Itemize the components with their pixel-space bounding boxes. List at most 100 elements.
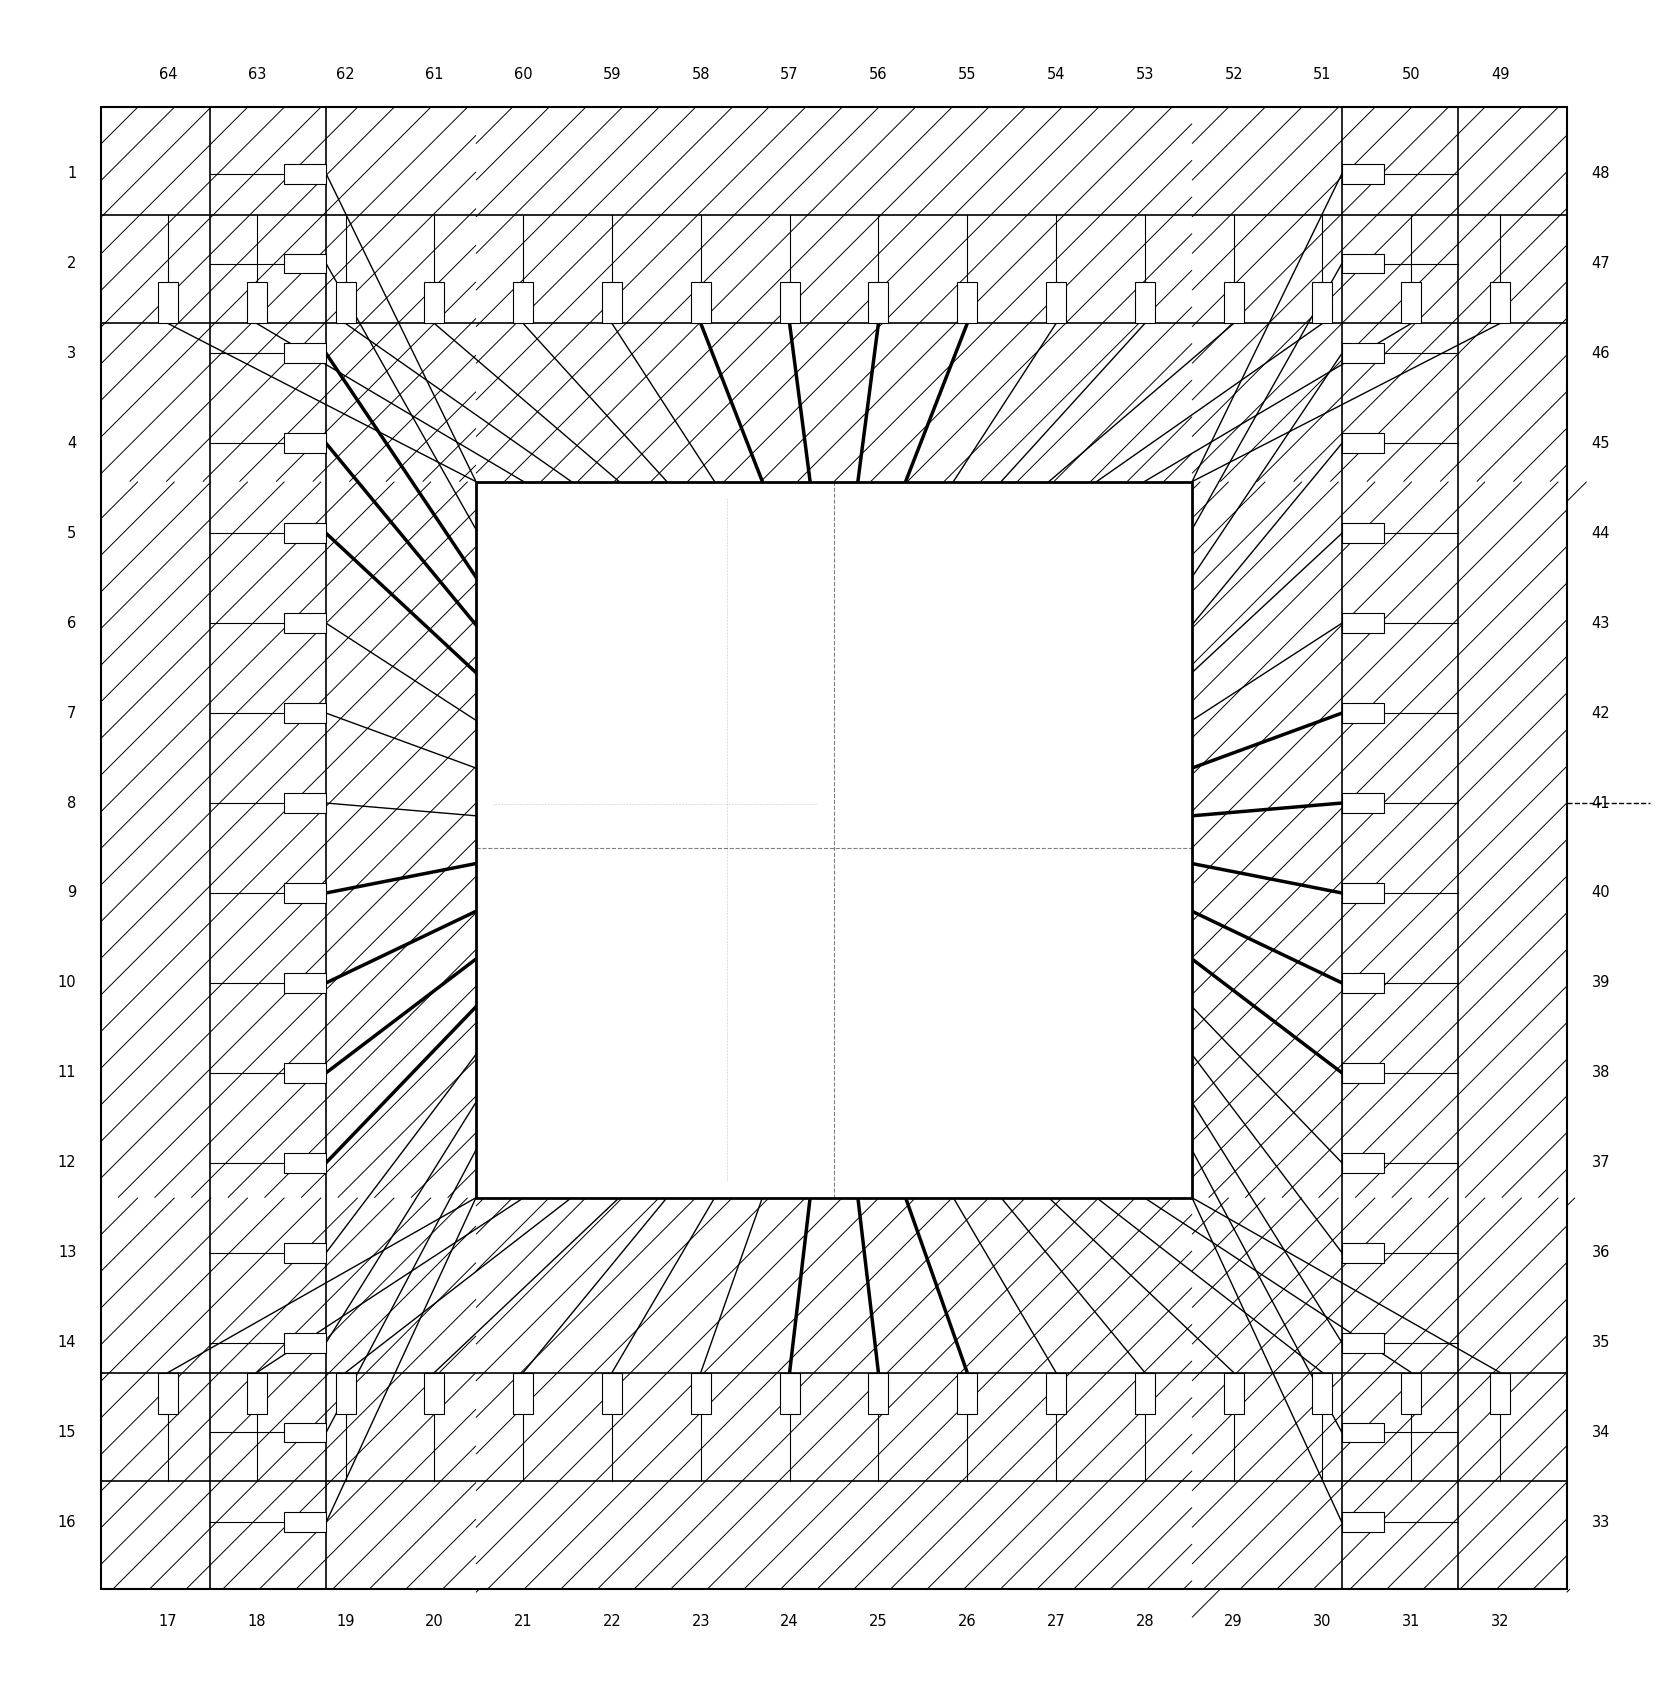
Bar [1341,524,1383,543]
Bar [602,282,622,324]
Text: 44: 44 [1591,526,1610,541]
Text: 7: 7 [67,706,77,721]
Bar [1341,1423,1383,1443]
Text: 50: 50 [1403,68,1421,81]
Bar [1341,794,1383,812]
Text: 55: 55 [957,68,976,81]
Text: 56: 56 [869,68,887,81]
Text: 5: 5 [67,526,77,541]
Bar [285,1243,327,1262]
Bar [335,282,355,324]
Bar [247,1372,267,1414]
Bar [285,1423,327,1443]
Text: 64: 64 [158,68,177,81]
Bar [779,282,799,324]
Bar [1341,1333,1383,1353]
Text: 1: 1 [67,166,77,181]
Bar [285,1333,327,1353]
Bar [1341,343,1383,363]
Bar [691,282,711,324]
Bar [957,282,977,324]
Text: 42: 42 [1591,706,1610,721]
Bar [285,884,327,902]
Bar [1046,1372,1066,1414]
Text: 39: 39 [1591,975,1610,990]
Bar [1341,974,1383,992]
Bar [1341,163,1383,183]
Text: 53: 53 [1136,68,1154,81]
Text: 60: 60 [514,68,532,81]
Bar [1224,282,1244,324]
Bar [158,282,178,324]
Bar [1341,884,1383,902]
Text: 63: 63 [247,68,265,81]
Bar [285,1513,327,1533]
Bar [1313,1372,1333,1414]
Bar [1341,614,1383,633]
Text: 27: 27 [1046,1615,1066,1628]
Bar [1490,282,1510,324]
Text: 6: 6 [67,616,77,631]
Text: 8: 8 [67,795,77,811]
Bar [869,1372,889,1414]
Bar [285,343,327,363]
Bar [158,1372,178,1414]
Text: 15: 15 [58,1425,77,1440]
Bar [424,282,444,324]
Text: 4: 4 [67,436,77,451]
Bar [957,1372,977,1414]
Bar [1490,1372,1510,1414]
Bar [285,253,327,273]
Text: 34: 34 [1591,1425,1610,1440]
Bar [285,1153,327,1172]
Bar [1046,282,1066,324]
Text: 23: 23 [692,1615,711,1628]
Text: 33: 33 [1591,1515,1610,1530]
Bar [285,524,327,543]
Bar [1134,282,1154,324]
Text: 29: 29 [1224,1615,1243,1628]
Text: 61: 61 [425,68,444,81]
Bar [1341,1243,1383,1262]
Text: 47: 47 [1591,256,1610,271]
Text: 11: 11 [58,1065,77,1080]
Text: 36: 36 [1591,1245,1610,1260]
Text: 18: 18 [247,1615,265,1628]
Text: 58: 58 [692,68,711,81]
Text: 2: 2 [67,256,77,271]
Text: 37: 37 [1591,1155,1610,1170]
Text: 25: 25 [869,1615,887,1628]
Text: 45: 45 [1591,436,1610,451]
Text: 26: 26 [957,1615,976,1628]
Text: 41: 41 [1591,795,1610,811]
Bar [1341,1513,1383,1533]
Text: 24: 24 [781,1615,799,1628]
Text: 21: 21 [514,1615,532,1628]
Bar [102,107,1566,1589]
Bar [424,1372,444,1414]
Bar [1341,1063,1383,1082]
Text: 12: 12 [58,1155,77,1170]
Text: 14: 14 [58,1335,77,1350]
Bar [285,434,327,453]
Text: 51: 51 [1313,68,1331,81]
Text: 31: 31 [1403,1615,1421,1628]
Text: 40: 40 [1591,885,1610,901]
Text: 17: 17 [158,1615,177,1628]
Bar [1313,282,1333,324]
Bar [1134,1372,1154,1414]
Text: 62: 62 [337,68,355,81]
Text: 54: 54 [1048,68,1066,81]
Text: 43: 43 [1591,616,1610,631]
Bar [514,1372,534,1414]
Text: 49: 49 [1491,68,1510,81]
Text: 35: 35 [1591,1335,1610,1350]
Bar [1341,434,1383,453]
Bar [285,794,327,812]
Bar [779,1372,799,1414]
Bar [514,282,534,324]
Text: 52: 52 [1224,68,1243,81]
Bar [1341,704,1383,722]
Text: 22: 22 [602,1615,622,1628]
Bar [1401,1372,1421,1414]
